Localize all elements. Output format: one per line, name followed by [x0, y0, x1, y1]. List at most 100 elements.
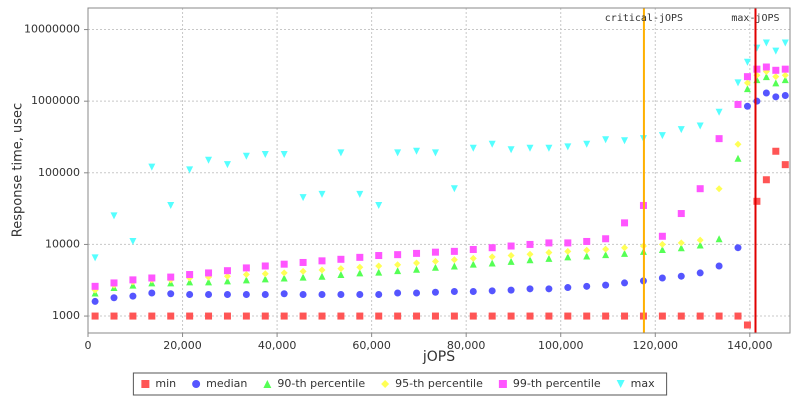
marker	[431, 257, 439, 265]
marker	[394, 267, 402, 275]
marker	[141, 380, 150, 388]
marker	[223, 312, 231, 320]
marker	[526, 240, 534, 248]
marker	[299, 273, 307, 281]
marker	[715, 312, 723, 320]
marker	[394, 261, 402, 269]
marker	[469, 254, 477, 262]
marker	[450, 247, 458, 255]
marker	[772, 93, 780, 101]
marker	[280, 274, 288, 282]
marker	[356, 263, 364, 271]
marker	[696, 236, 704, 244]
legend-label: 99-th percentile	[513, 377, 601, 390]
marker	[507, 252, 515, 260]
marker	[167, 290, 175, 298]
marker	[772, 47, 780, 55]
x-tick-label: 40,000	[258, 339, 297, 352]
marker	[658, 312, 666, 320]
marker	[337, 312, 345, 320]
legend-label: 90-th percentile	[277, 377, 365, 390]
x-tick-label: 60,000	[352, 339, 391, 352]
y-tick-label: 10000	[45, 237, 80, 250]
marker	[488, 259, 496, 267]
marker	[381, 380, 390, 388]
marker	[205, 269, 213, 277]
y-axis-label: Response time, usec	[11, 103, 26, 237]
marker	[375, 268, 383, 276]
marker	[337, 255, 345, 263]
marker	[280, 312, 288, 320]
marker	[772, 79, 780, 87]
marker	[781, 39, 789, 47]
marker	[753, 197, 761, 205]
marker	[318, 266, 326, 274]
marker	[242, 276, 250, 284]
marker	[261, 262, 269, 270]
marker	[261, 275, 269, 283]
marker	[507, 146, 515, 154]
marker	[261, 312, 269, 320]
marker	[526, 144, 534, 152]
marker	[148, 312, 156, 320]
marker	[450, 262, 458, 270]
marker	[375, 252, 383, 260]
marker	[192, 380, 201, 388]
marker	[186, 290, 194, 298]
y-tick-label: 100000	[38, 166, 80, 179]
marker	[469, 288, 477, 296]
marker	[129, 312, 137, 320]
marker	[394, 289, 402, 297]
marker	[743, 85, 751, 93]
marker	[223, 277, 231, 285]
marker	[564, 253, 572, 261]
marker	[677, 244, 685, 252]
marker	[564, 312, 572, 320]
marker	[337, 149, 345, 157]
x-axis-label: jOPS	[422, 349, 455, 365]
marker	[431, 288, 439, 296]
marker	[526, 256, 534, 264]
marker	[488, 253, 496, 261]
marker	[318, 257, 326, 265]
marker	[734, 154, 742, 162]
marker	[167, 312, 175, 320]
reference-label: critical-jOPS	[605, 13, 683, 24]
marker	[696, 241, 704, 249]
marker	[545, 285, 553, 293]
marker	[450, 185, 458, 193]
marker	[658, 132, 666, 140]
marker	[762, 89, 770, 97]
marker	[583, 282, 591, 290]
marker	[602, 136, 610, 144]
marker	[772, 66, 780, 74]
marker	[743, 321, 751, 329]
marker	[129, 237, 137, 245]
marker	[526, 285, 534, 293]
marker	[658, 245, 666, 253]
marker	[677, 312, 685, 320]
marker	[299, 194, 307, 202]
legend: min median 90-th percentile 95-th percentil…	[132, 372, 668, 396]
marker	[413, 147, 421, 155]
marker	[431, 149, 439, 157]
marker	[564, 143, 572, 151]
marker	[110, 212, 118, 220]
marker	[545, 254, 553, 262]
marker	[280, 290, 288, 298]
marker	[91, 282, 99, 290]
marker	[91, 297, 99, 305]
x-tick-label: 120,000	[633, 339, 679, 352]
marker	[280, 151, 288, 159]
marker	[91, 312, 99, 320]
marker	[91, 254, 99, 262]
marker	[498, 380, 507, 388]
marker	[762, 39, 770, 47]
marker	[431, 312, 439, 320]
x-tick-label: 80,000	[447, 339, 486, 352]
marker	[621, 244, 629, 252]
marker	[318, 290, 326, 298]
marker	[261, 151, 269, 159]
marker	[621, 249, 629, 257]
marker	[356, 190, 364, 198]
